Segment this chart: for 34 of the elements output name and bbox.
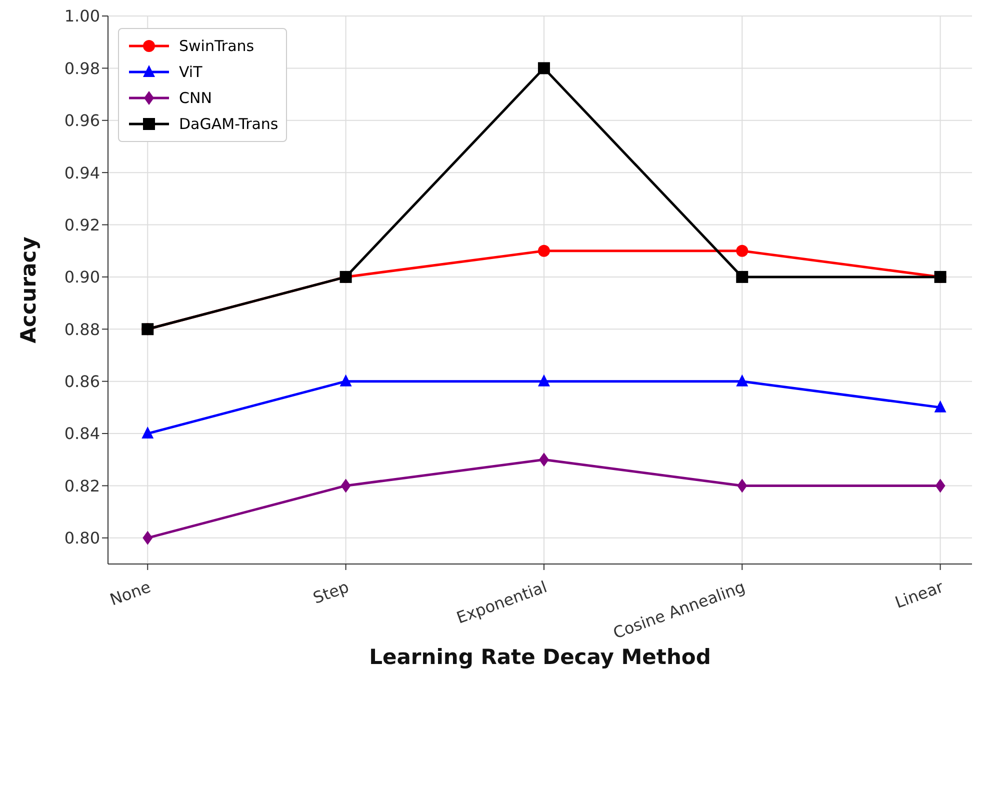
legend-label: ViT [179,63,202,81]
point [736,244,748,257]
y-tick-label: 0.94 [64,163,100,182]
y-tick-label: 0.92 [64,215,100,234]
y-tick-label: 0.82 [64,476,100,496]
y-tick-label: 0.96 [64,111,100,130]
point [538,374,550,386]
y-axis-title: Accuracy [16,236,40,344]
legend-label: CNN [179,89,212,107]
y-tick-label: 1.00 [64,6,100,26]
y-tick-label: 0.86 [64,372,100,392]
y-tick-label: 0.80 [64,528,100,548]
point [737,478,748,493]
point [142,530,153,545]
y-tick-label: 0.84 [64,424,100,444]
x-tick-label: Linear [892,577,946,612]
point [538,62,550,74]
legend-label: SwinTrans [179,37,254,55]
y-tick-label: 0.98 [64,58,100,78]
point [934,400,946,412]
point [736,374,748,386]
x-axis-title: Learning Rate Decay Method [369,645,711,669]
legend-label: DaGAM-Trans [179,115,278,133]
point [935,478,946,493]
point [340,478,351,493]
point [142,426,154,439]
point [538,244,550,257]
x-tick-label: Step [310,577,352,608]
point [340,374,352,386]
y-tick-label: 0.88 [64,320,100,339]
y-tick-label: 0.90 [64,268,100,287]
point [736,270,748,283]
point [538,452,549,467]
x-tick-label: None [107,577,154,610]
